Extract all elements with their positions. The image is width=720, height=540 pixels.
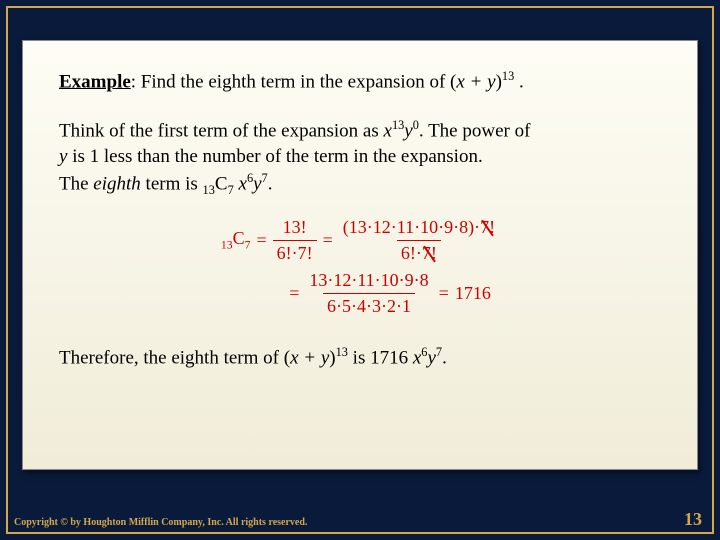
conclusion-base: x + y [290,347,329,368]
think-1b: . The power of [419,121,531,142]
math-result: 1716 [455,283,491,304]
frac-1: 13! 6!·7! [273,217,317,264]
comb-label: C [215,173,228,194]
think-x-exp: 13 [392,118,404,132]
think-3a: The [59,173,93,194]
comb-n: 13 [203,183,215,197]
frac1-den: 6!·7! [273,240,317,264]
think-1a: Think of the first term of the expansion… [59,121,384,142]
math-c-n: 13 [221,239,233,252]
frac2-den-a: 6!· [401,243,422,263]
frac2-num-a: (13·12·11·10·9·8)· [343,217,480,237]
think-3c: term is [141,173,203,194]
frac-2: (13·12·11·10·9·8)·7! 6!·7! [339,217,499,264]
math-row-1: 13C7 = 13! 6!·7! = (13·12·11·10·9·8)·7! … [59,217,661,264]
term-y-exp: 7 [262,171,268,185]
frac2-num-cancel: 7! [480,217,495,238]
binomial-exp: 13 [502,69,514,83]
conc-y-exp: 7 [436,345,442,359]
comb-r: 7 [228,183,234,197]
think-block: Think of the first term of the expansion… [59,117,661,198]
frac2-den-cancel: 7! [422,243,437,264]
think-2: y [59,146,67,167]
frac1-num: 13! [279,217,311,240]
example-label: Example [59,71,131,92]
example-line: Example: Find the eighth term in the exp… [59,69,661,93]
binomial-base: x + y [456,71,495,92]
conclusion: Therefore, the eighth term of (x + y)13 … [59,345,661,369]
math-c-r: 7 [245,239,251,252]
example-text: : Find the eighth term in the expansion … [131,71,457,92]
page-number: 13 [684,509,702,530]
think-y: y [404,121,412,142]
math-c: C [233,228,245,248]
think-x: x [384,121,392,142]
example-end: . [514,71,524,92]
conclusion-b: is 1716 [348,347,408,368]
frac3-den: 6·5·4·3·2·1 [323,293,415,317]
frac3-num: 13·12·11·10·9·8 [305,270,432,293]
copyright-footer: Copyright © by Houghton Mifflin Company,… [14,517,307,528]
think-3b: eighth [93,173,141,194]
conclusion-exp: 13 [336,345,348,359]
conclusion-a: Therefore, the eighth term of ( [59,347,290,368]
frac-3: 13·12·11·10·9·8 6·5·4·3·2·1 [305,270,432,317]
math-row-2: = 13·12·11·10·9·8 6·5·4·3·2·1 = 1716 [59,270,661,317]
math-area: 13C7 = 13! 6!·7! = (13·12·11·10·9·8)·7! … [59,217,661,317]
content-box: Example: Find the eighth term in the exp… [22,40,698,470]
